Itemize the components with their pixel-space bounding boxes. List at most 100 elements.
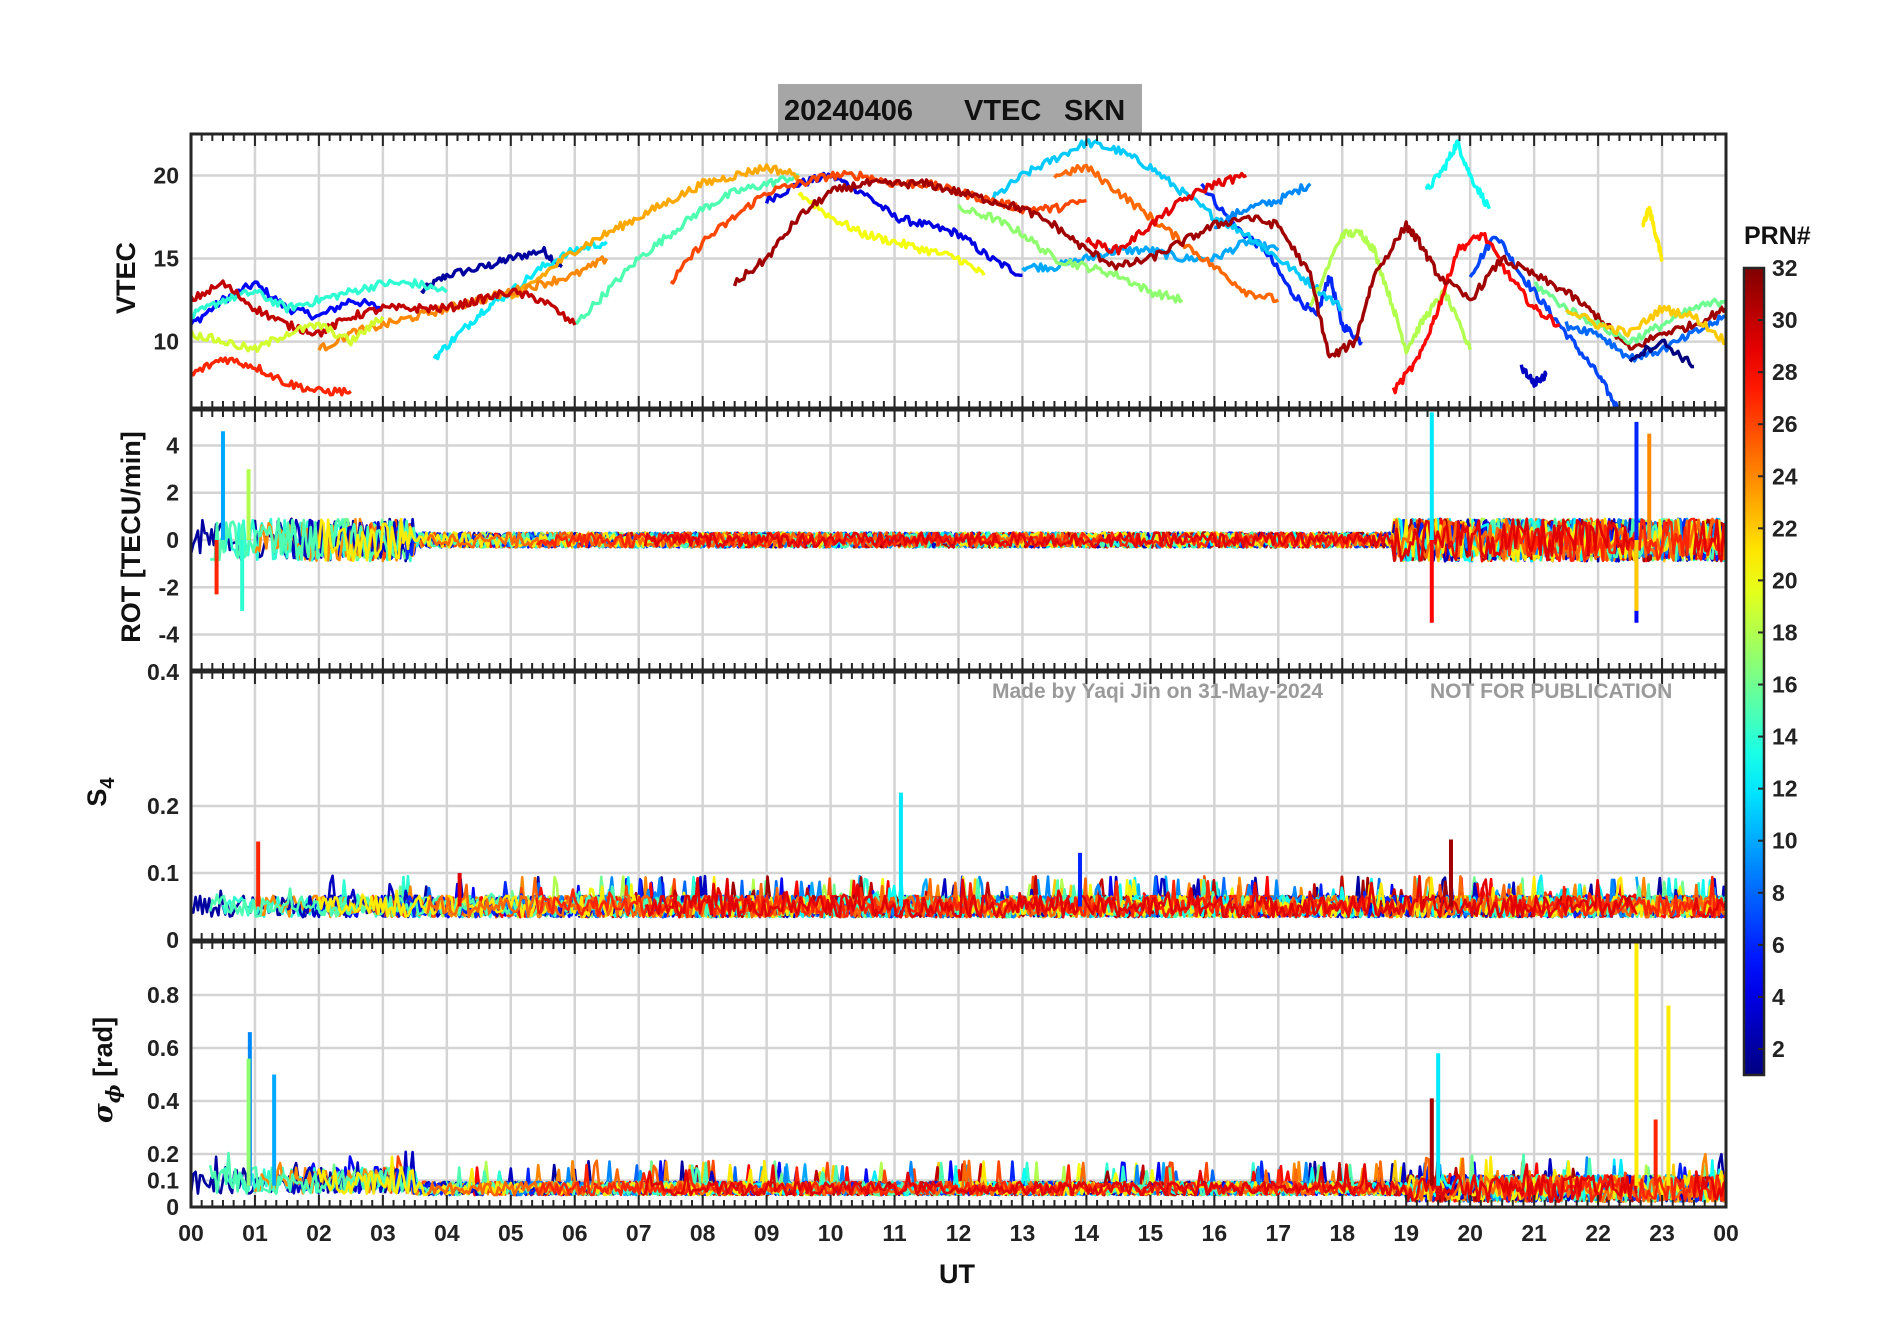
series-line (957, 204, 1184, 304)
series-line (1494, 517, 1726, 563)
colorbar-tick-label: 26 (1772, 411, 1798, 437)
y-tick-label: 20 (153, 163, 179, 189)
svg-text:S4: S4 (82, 777, 119, 807)
x-tick-label: 00 (1713, 1220, 1739, 1246)
x-tick-label: 17 (1265, 1220, 1291, 1246)
x-tick-label: 20 (1457, 1220, 1483, 1246)
sigma-ylabel-main: σ (88, 1103, 119, 1123)
watermark-author: Made by Yaqi Jin on 31-May-2024 (992, 680, 1323, 703)
x-tick-label: 13 (1010, 1220, 1036, 1246)
series-line (1692, 897, 1726, 919)
series-line (536, 531, 1369, 549)
x-tick-label: 08 (690, 1220, 716, 1246)
series-line (191, 356, 352, 397)
colorbar-tick-label: 20 (1772, 567, 1798, 593)
y-tick-label: 0.1 (147, 1168, 179, 1194)
series-line (191, 279, 577, 338)
title-station: SKN (1064, 95, 1125, 127)
series-line (989, 138, 1344, 312)
data-lines (191, 412, 1726, 623)
y-tick-label: 15 (153, 246, 179, 272)
colorbar-tick-label: 24 (1772, 463, 1798, 489)
panel-sigma-phi: 00.10.2 0.4 0.6 0.8 (147, 940, 1728, 1220)
x-tick-label: 14 (1074, 1220, 1100, 1246)
title-quantity: VTEC (964, 95, 1041, 127)
x-tick-label: 18 (1329, 1220, 1355, 1246)
y-tick-label: 0.2 (147, 1141, 179, 1167)
x-tick-label: 23 (1649, 1220, 1675, 1246)
watermark-notice: NOT FOR PUBLICATION (1430, 680, 1672, 703)
x-tick-label: 15 (1138, 1220, 1164, 1246)
s4-ylabel: S4 (82, 777, 119, 807)
series-line (1021, 238, 1280, 273)
series-line (1084, 171, 1248, 256)
x-tick-label: 11 (882, 1220, 907, 1246)
y-tick-label: 0.4 (147, 659, 179, 685)
series-line (1692, 518, 1726, 563)
y-tick-label: 0 (166, 927, 179, 953)
colorbar-tick-label: 8 (1772, 880, 1785, 906)
series-line (1628, 338, 1695, 369)
series-line (1565, 304, 1726, 346)
s4-ylabel-sub: 4 (97, 777, 119, 789)
colorbar-tick-label: 18 (1772, 619, 1798, 645)
y-tick-label: 0.8 (147, 982, 179, 1008)
series-line (643, 517, 1638, 562)
x-tick-label: 21 (1521, 1220, 1547, 1246)
x-tick-label: 16 (1202, 1220, 1228, 1246)
y-tick-label: 0.4 (147, 1088, 179, 1114)
series-line (1424, 139, 1491, 210)
x-tick-label: 00 (178, 1220, 204, 1246)
data-lines (191, 138, 1726, 408)
series-line (797, 191, 986, 276)
colorbar-tick-label: 30 (1772, 307, 1798, 333)
series-line (191, 315, 385, 353)
x-tick-label: 09 (754, 1220, 780, 1246)
colorbar-tick-label: 12 (1772, 776, 1798, 802)
series-line (191, 278, 448, 320)
colorbar-tick-label: 10 (1772, 828, 1798, 854)
x-axis-label: UT (939, 1259, 975, 1289)
series-line (1468, 235, 1619, 408)
series-line (1692, 1170, 1726, 1202)
colorbar-title: PRN# (1744, 222, 1811, 250)
sigma-ylabel-sub: ϕ (101, 1084, 125, 1103)
y-tick-label: -2 (159, 574, 179, 600)
series-line (1641, 205, 1664, 262)
x-tick-label: 22 (1585, 1220, 1611, 1246)
series-line (574, 173, 800, 325)
colorbar-tick-label: 16 (1772, 672, 1798, 698)
y-tick-label: 2 (166, 480, 179, 506)
y-tick-label: 0.1 (147, 860, 179, 886)
panel-rot: -4 -2 0 2 4 (159, 408, 1728, 672)
series-line (1564, 314, 1726, 363)
series-line (732, 178, 1726, 359)
series-line (644, 875, 1638, 919)
rot-ylabel: ROT [TECU/min] (116, 431, 146, 642)
colorbar-tick-label: 28 (1772, 359, 1798, 385)
s4-ylabel-main: S (82, 789, 112, 807)
y-tick-label: 10 (153, 329, 179, 355)
colorbar-gradient (1742, 266, 1766, 1077)
colorbar-tick-label: 4 (1772, 984, 1785, 1010)
panel-s4: 0 0.1 0.2 0.4 (147, 659, 1728, 953)
y-tick-label: 0.2 (147, 793, 179, 819)
data-lines (191, 942, 1726, 1203)
series-line (643, 1163, 1638, 1203)
colorbar-tick-label: 22 (1772, 515, 1798, 541)
x-tick-label: 05 (498, 1220, 524, 1246)
y-tick-label: 0 (166, 1194, 179, 1220)
series-line (1519, 364, 1548, 388)
colorbar-tick-label: 32 (1772, 255, 1798, 281)
x-tick-label: 06 (562, 1220, 588, 1246)
colorbar-tick-label: 2 (1772, 1036, 1785, 1062)
y-tick-label: 4 (166, 432, 179, 458)
x-tick-label: 02 (306, 1220, 332, 1246)
series-line (1533, 281, 1726, 345)
x-tick-label: 12 (946, 1220, 972, 1246)
x-tick-label: 10 (818, 1220, 844, 1246)
data-lines (191, 792, 1726, 919)
series-line (1391, 231, 1560, 395)
